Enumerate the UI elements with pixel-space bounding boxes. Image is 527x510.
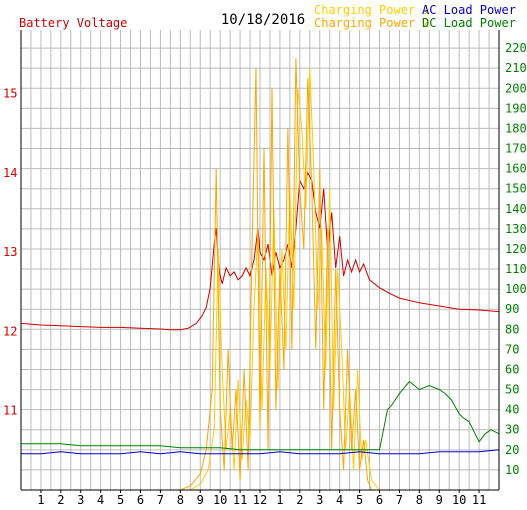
right-tick-label: 60 (505, 362, 519, 376)
series-line-dc-load-power (21, 380, 500, 451)
series-line-charging-power-1 (21, 68, 499, 491)
tick-labels: 1 2 3 4 5 6 7 8 9 10 11 12 1 2 3 4 5 6 7 8 9 10 11111213141510… (3, 41, 527, 507)
grid-lines (21, 30, 499, 490)
legend-ac-load-power: AC Load Power (422, 3, 516, 17)
x-tick-label: 8 (177, 493, 184, 507)
x-tick-label: 9 (197, 493, 204, 507)
x-tick-label: 4 (336, 493, 343, 507)
x-tick-label: 2 (57, 493, 64, 507)
x-tick-label: 7 (396, 493, 403, 507)
right-tick-label: 120 (505, 242, 527, 256)
series-layer (20, 58, 500, 491)
left-axis-label: Battery Voltage (19, 16, 127, 30)
right-tick-label: 30 (505, 423, 519, 437)
right-tick-label: 130 (505, 222, 527, 236)
x-tick-label: 6 (376, 493, 383, 507)
right-tick-label: 100 (505, 282, 527, 296)
right-tick-label: 170 (505, 142, 527, 156)
right-tick-label: 200 (505, 81, 527, 95)
left-tick-label: 12 (3, 324, 17, 338)
x-tick-label: 4 (97, 493, 104, 507)
right-tick-label: 20 (505, 443, 519, 457)
x-tick-label: 2 (296, 493, 303, 507)
x-tick-label: 6 (137, 493, 144, 507)
x-tick-label: 1 (276, 493, 283, 507)
x-tick-label: 8 (416, 493, 423, 507)
x-tick-label: 3 (77, 493, 84, 507)
x-tick-label: 11 (472, 493, 486, 507)
right-tick-label: 150 (505, 182, 527, 196)
x-tick-label: 10 (213, 493, 227, 507)
right-tick-label: 80 (505, 322, 519, 336)
right-tick-label: 160 (505, 162, 527, 176)
right-tick-label: 50 (505, 383, 519, 397)
x-tick-label: 5 (117, 493, 124, 507)
x-tick-label: 3 (316, 493, 323, 507)
legend-charging-power-1: Charging Power 1 (314, 3, 430, 17)
right-tick-label: 70 (505, 342, 519, 356)
x-tick-label: 1 (37, 493, 44, 507)
right-tick-label: 180 (505, 121, 527, 135)
right-tick-label: 210 (505, 61, 527, 75)
left-tick-label: 15 (3, 86, 17, 100)
right-tick-label: 140 (505, 202, 527, 216)
x-tick-label: 7 (157, 493, 164, 507)
right-tick-label: 110 (505, 262, 527, 276)
axes-layer (20, 30, 500, 493)
chart-title: 10/18/2016 (221, 12, 305, 28)
x-tick-label: 10 (452, 493, 466, 507)
right-tick-label: 220 (505, 41, 527, 55)
legend-charging-power-2: Charging Power 2 (314, 16, 430, 30)
x-tick-label: 9 (436, 493, 443, 507)
series-line-charging-power-2 (21, 58, 499, 491)
left-tick-label: 11 (3, 404, 17, 418)
right-tick-label: 40 (505, 403, 519, 417)
right-tick-label: 90 (505, 302, 519, 316)
right-tick-label: 10 (505, 463, 519, 477)
right-tick-label: 190 (505, 101, 527, 115)
legend-dc-load-power: DC Load Power (422, 16, 516, 30)
left-tick-label: 14 (3, 166, 17, 180)
left-tick-label: 13 (3, 245, 17, 259)
x-tick-label: 12 (253, 493, 267, 507)
x-tick-label: 5 (356, 493, 363, 507)
x-tick-label: 11 (233, 493, 247, 507)
series-line-ac-load-power (21, 449, 500, 455)
